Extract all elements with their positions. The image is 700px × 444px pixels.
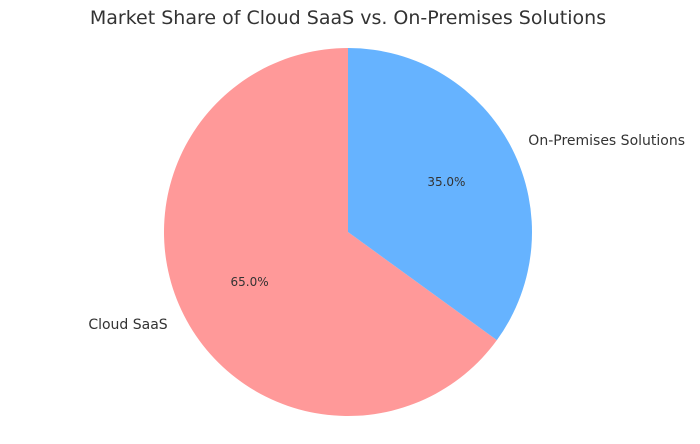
- pie-labels: 65.0% Cloud SaaS 35.0% On-Premises Solution…: [88, 133, 685, 333]
- pie-slices: [163, 48, 532, 417]
- pie-category-label: On-Premises Solutions: [528, 133, 685, 149]
- pie-pct-label: 35.0%: [427, 175, 465, 189]
- pie-category-label: Cloud SaaS: [88, 317, 167, 333]
- pie-slice-on-premises-solutions: [348, 48, 532, 341]
- chart-title: Market Share of Cloud SaaS vs. On-Premis…: [90, 7, 606, 29]
- pie-slice-cloud-saas: [163, 48, 497, 417]
- pie-pct-label: 65.0%: [231, 275, 269, 289]
